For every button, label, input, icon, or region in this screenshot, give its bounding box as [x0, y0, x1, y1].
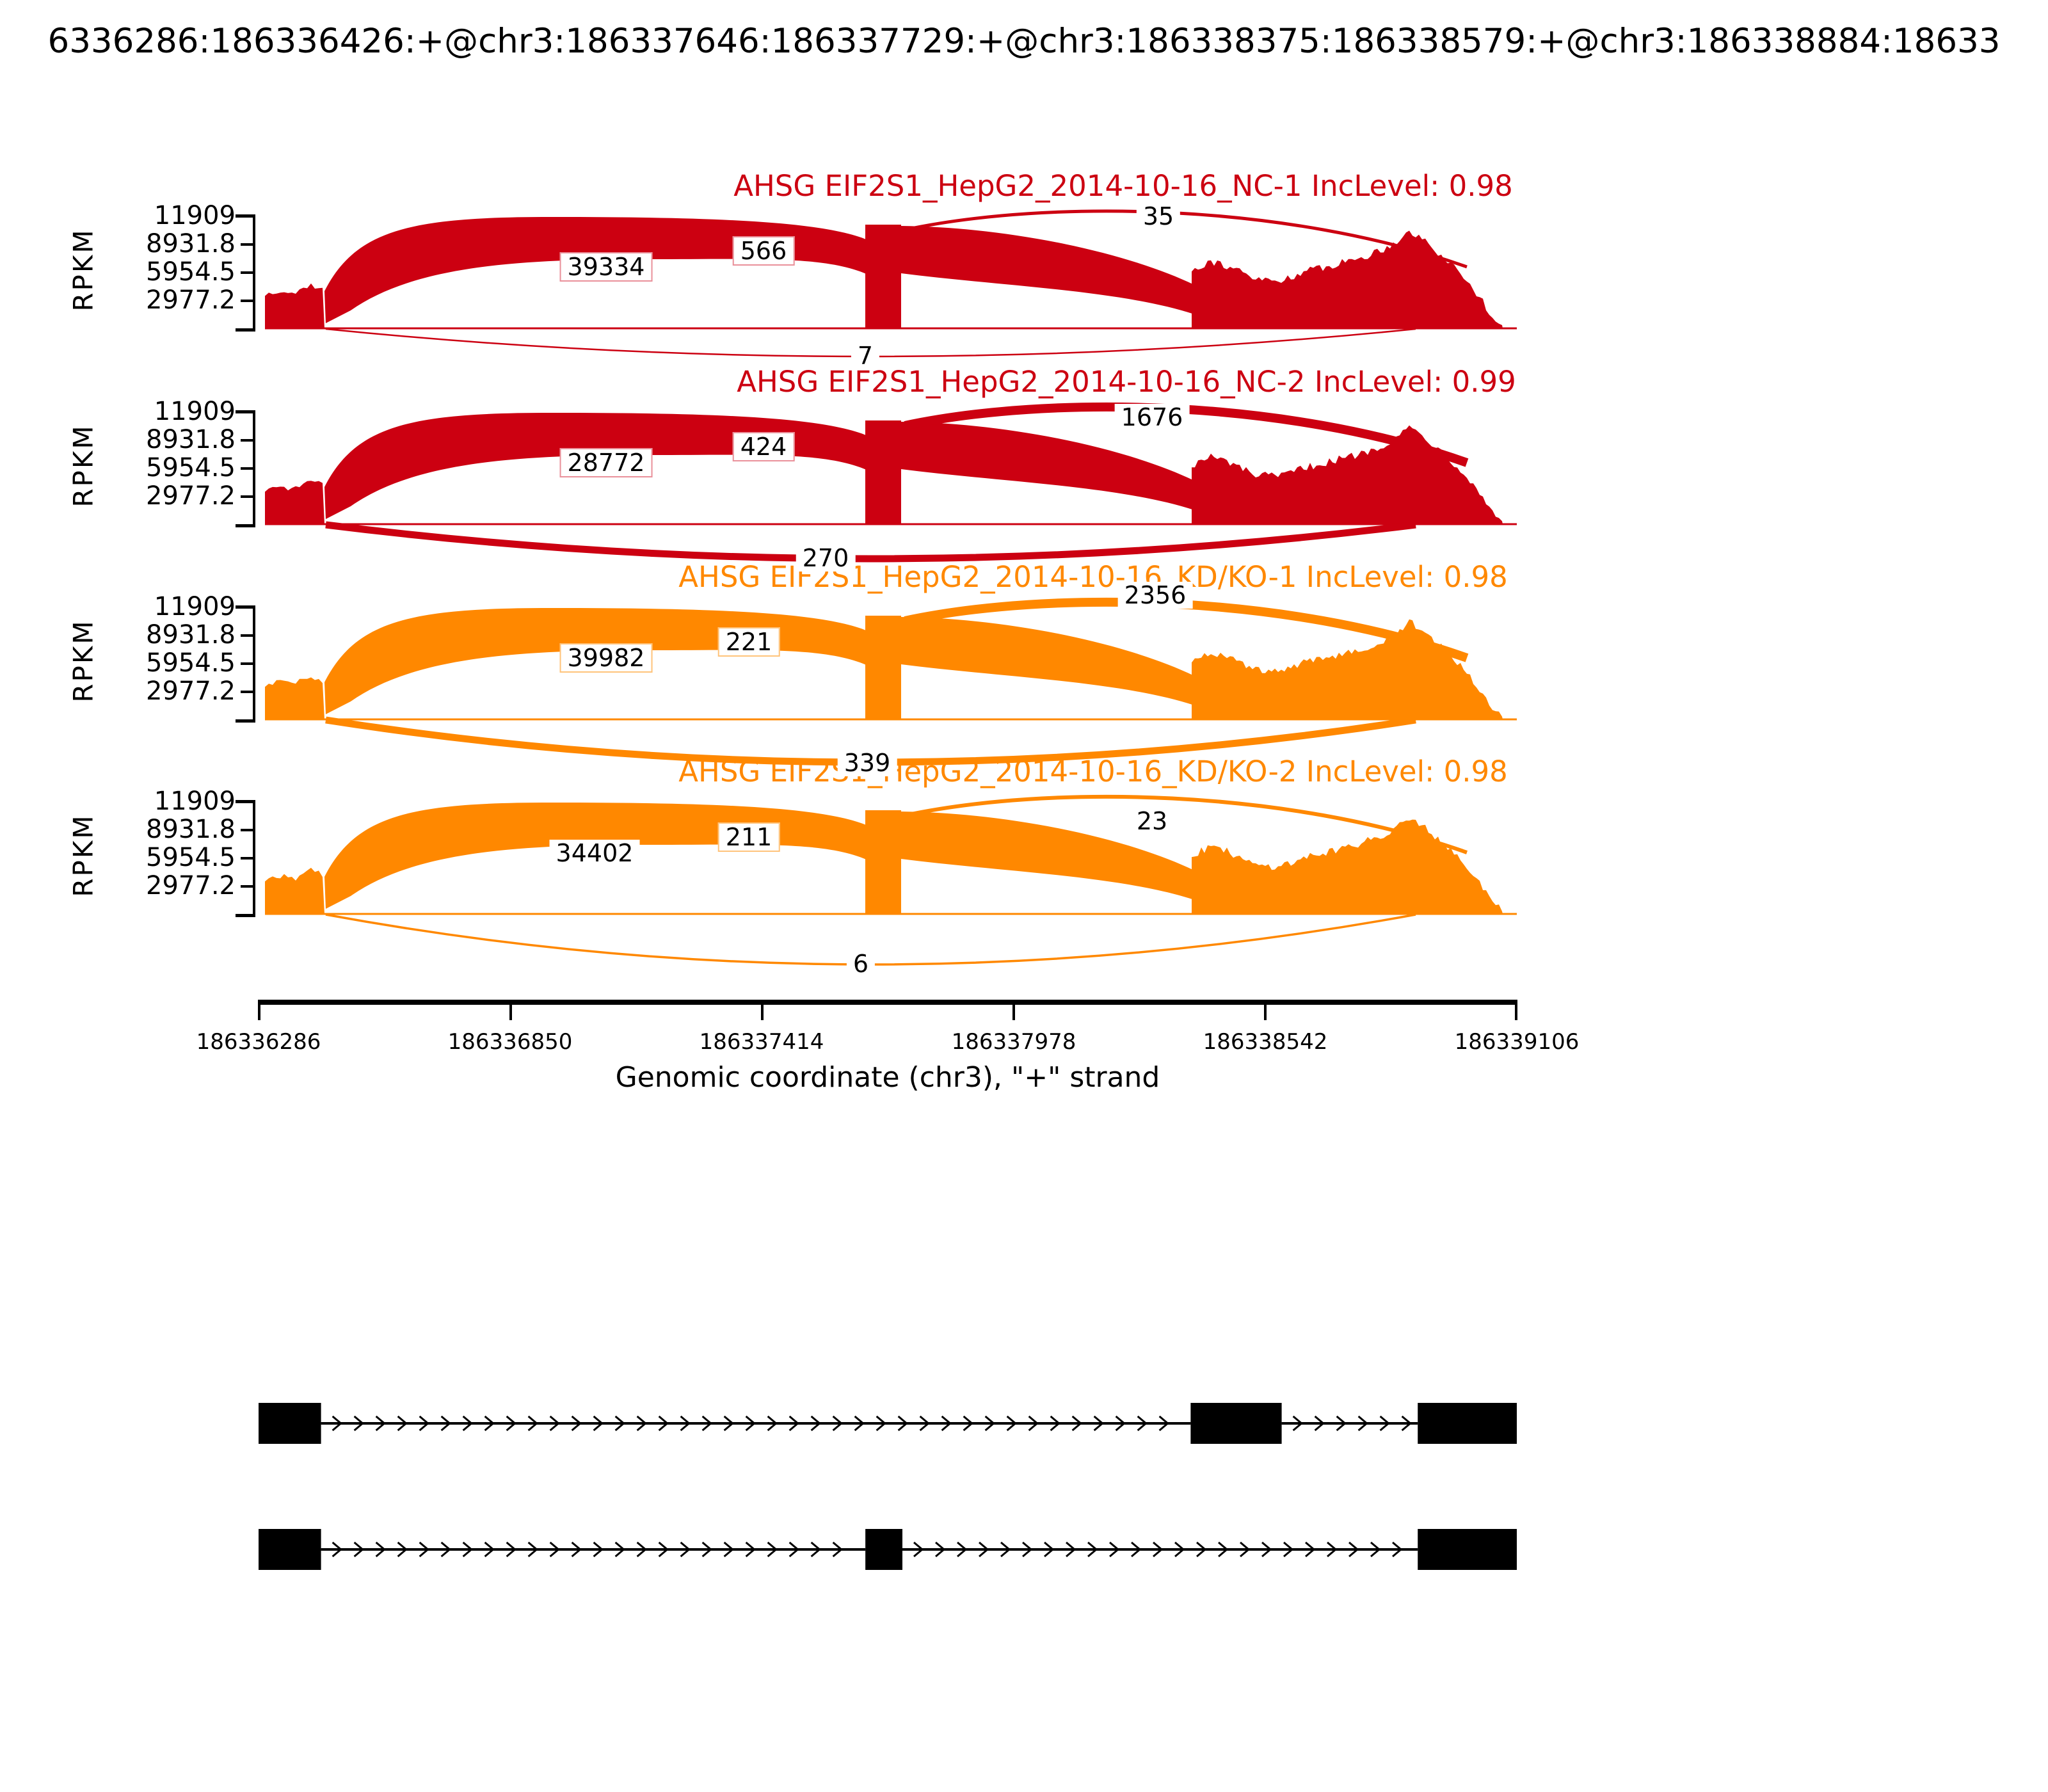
y-axis-spine — [241, 439, 255, 442]
y-tick-label: 8931.8 — [146, 425, 236, 454]
x-axis-tick — [761, 1000, 764, 1020]
junction-count-label: 566 — [732, 236, 795, 266]
y-tick-label: 8931.8 — [146, 815, 236, 844]
y-axis-spine — [236, 914, 255, 917]
y-axis-spine — [241, 885, 255, 888]
junction-count-label: 211 — [717, 822, 780, 852]
y-tick-label: 8931.8 — [146, 620, 236, 650]
y-axis-spine — [236, 524, 255, 527]
junction-count-label: 23 — [1130, 808, 1174, 835]
y-axis-title: RPKM — [67, 424, 99, 508]
figure-title: 6336286:186336426:+@chr3:186337646:18633… — [47, 22, 2001, 61]
y-tick-label: 2977.2 — [146, 871, 236, 900]
x-tick-label: 186337978 — [951, 1029, 1076, 1055]
junction-count-label: 221 — [717, 627, 780, 657]
x-tick-label: 186338542 — [1203, 1029, 1328, 1055]
y-axis-spine — [241, 300, 255, 302]
y-tick-label: 11909 — [154, 201, 236, 230]
y-axis-spine — [241, 495, 255, 498]
y-axis-spine — [241, 467, 255, 470]
y-tick-label: 5954.5 — [146, 453, 236, 483]
y-axis-spine — [236, 410, 255, 413]
junction-count-label: 424 — [732, 432, 795, 461]
x-axis-tick — [1012, 1000, 1015, 1020]
x-axis-tick — [1515, 1000, 1517, 1020]
sashimi-track-svg-kdko2 — [265, 794, 1517, 966]
y-tick-label: 11909 — [154, 592, 236, 621]
y-axis-title: RPKM — [67, 813, 99, 897]
junction-count-label: 35 — [1136, 203, 1181, 230]
y-axis-spine — [241, 691, 255, 693]
junction-count-label: 28772 — [559, 448, 653, 477]
x-axis-tick — [1264, 1000, 1267, 1020]
y-axis-spine — [236, 800, 255, 803]
track-title-nc2: AHSG EIF2S1_HepG2_2014-10-16_NC-2 IncLev… — [737, 365, 1516, 399]
y-axis-spine — [241, 857, 255, 860]
x-tick-label: 186339106 — [1454, 1029, 1580, 1055]
y-tick-label: 5954.5 — [146, 648, 236, 678]
isoform-structure-svg — [259, 1403, 1517, 1570]
junction-count-label: 1676 — [1114, 404, 1190, 431]
junction-count-label: 34402 — [549, 840, 640, 867]
junction-count-label: 7 — [851, 342, 880, 369]
y-axis-spine — [241, 662, 255, 665]
junction-count-label: 2356 — [1117, 582, 1193, 609]
y-tick-label: 5954.5 — [146, 843, 236, 872]
x-axis-tick — [509, 1000, 512, 1020]
y-tick-label: 2977.2 — [146, 676, 236, 706]
junction-count-label: 339 — [837, 749, 897, 776]
y-tick-label: 8931.8 — [146, 229, 236, 259]
y-tick-label: 5954.5 — [146, 257, 236, 287]
y-axis-title: RPKM — [67, 619, 99, 703]
y-tick-label: 11909 — [154, 397, 236, 426]
x-axis-tick — [258, 1000, 260, 1020]
junction-count-label: 270 — [796, 545, 856, 572]
junction-count-label: 39334 — [559, 252, 653, 282]
x-tick-label: 186336850 — [447, 1029, 573, 1055]
y-axis-title: RPKM — [67, 228, 99, 312]
y-axis-spine — [241, 634, 255, 637]
x-tick-label: 186336286 — [196, 1029, 321, 1055]
y-axis-spine — [241, 243, 255, 246]
y-axis-spine — [236, 328, 255, 332]
y-axis-spine — [241, 271, 255, 274]
junction-count-label: 39982 — [559, 643, 653, 673]
y-axis-spine — [236, 605, 255, 609]
x-axis-title: Genomic coordinate (chr3), "+" strand — [615, 1061, 1160, 1094]
y-tick-label: 2977.2 — [146, 481, 236, 511]
y-axis-spine — [241, 829, 255, 831]
y-tick-label: 2977.2 — [146, 285, 236, 315]
y-axis-spine — [236, 719, 255, 723]
y-axis-spine — [236, 214, 255, 218]
y-tick-label: 11909 — [154, 787, 236, 816]
x-tick-label: 186337414 — [699, 1029, 824, 1055]
x-axis-line — [259, 1000, 1517, 1005]
track-title-nc1: AHSG EIF2S1_HepG2_2014-10-16_NC-1 IncLev… — [733, 169, 1513, 203]
junction-count-label: 6 — [846, 950, 876, 977]
